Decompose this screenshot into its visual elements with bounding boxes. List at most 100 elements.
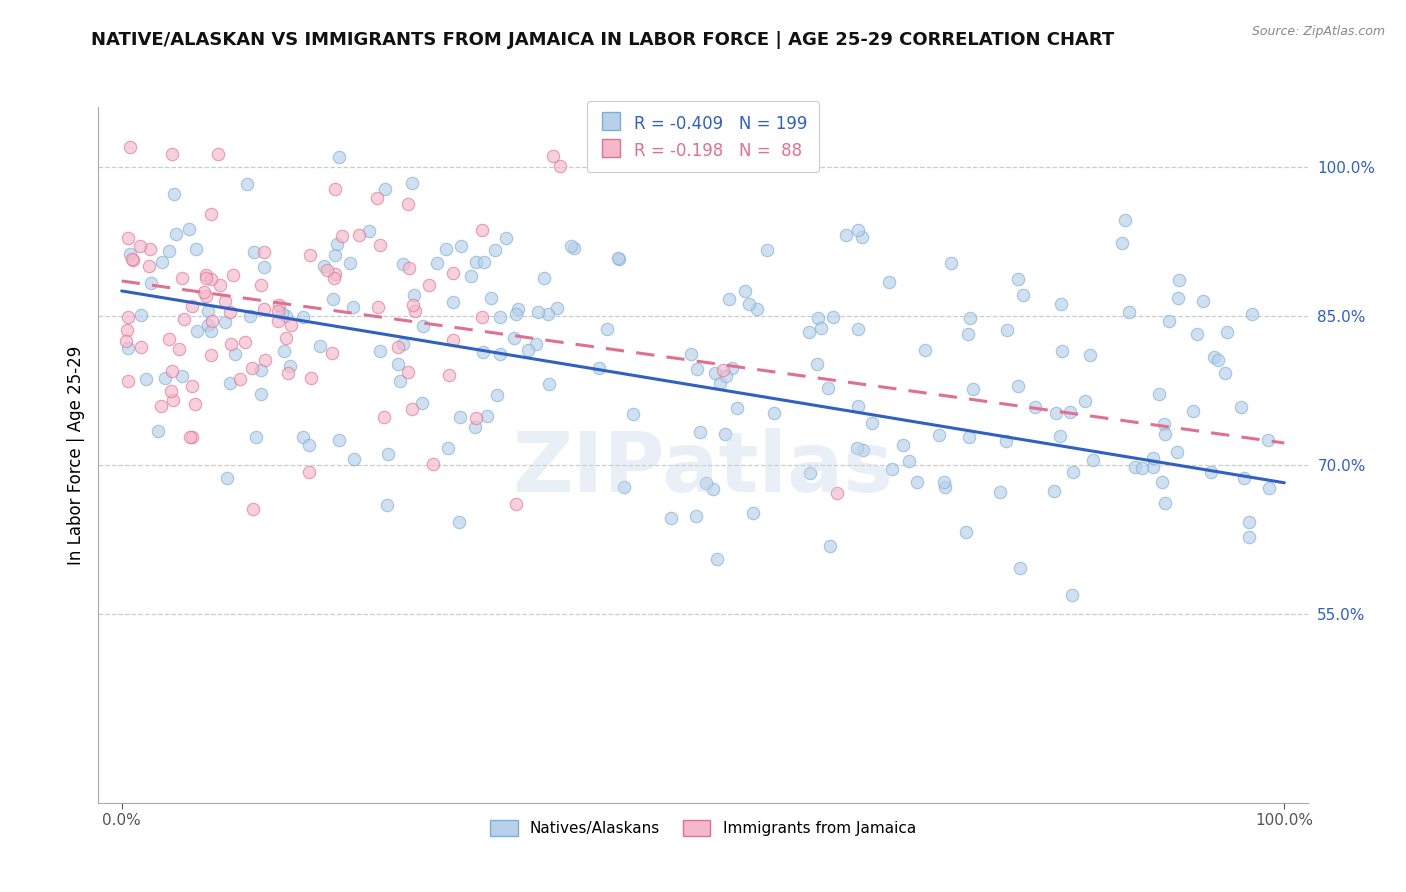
- Point: [441, 334, 464, 348]
- Point: [404, 288, 426, 302]
- Point: [242, 502, 264, 516]
- Point: [186, 324, 208, 338]
- Point: [195, 268, 218, 283]
- Point: [138, 242, 160, 256]
- Point: [273, 344, 295, 359]
- Point: [245, 430, 267, 444]
- Point: [389, 375, 412, 389]
- Point: [181, 379, 204, 393]
- Point: [695, 476, 717, 491]
- Point: [1153, 417, 1175, 432]
- Point: [845, 441, 868, 455]
- Point: [141, 276, 163, 290]
- Point: [441, 294, 464, 309]
- Point: [607, 251, 630, 265]
- Point: [179, 430, 201, 444]
- Point: [343, 452, 366, 467]
- Point: [267, 298, 290, 312]
- Point: [711, 363, 734, 377]
- Point: [817, 381, 839, 395]
- Point: [242, 244, 264, 259]
- Point: [122, 252, 145, 267]
- Point: [180, 299, 202, 313]
- Point: [172, 271, 194, 285]
- Point: [1078, 348, 1101, 362]
- Point: [1045, 405, 1067, 419]
- Point: [401, 177, 423, 191]
- Point: [450, 239, 472, 253]
- Point: [1074, 393, 1097, 408]
- Point: [709, 376, 731, 390]
- Point: [200, 324, 222, 338]
- Point: [357, 224, 380, 238]
- Point: [322, 271, 344, 285]
- Point: [157, 244, 180, 258]
- Point: [820, 539, 842, 553]
- Point: [471, 223, 494, 237]
- Point: [607, 252, 630, 266]
- Point: [806, 357, 828, 371]
- Point: [270, 305, 292, 319]
- Point: [464, 419, 486, 434]
- Point: [734, 284, 756, 298]
- Point: [412, 319, 434, 334]
- Point: [298, 438, 321, 452]
- Point: [193, 285, 215, 299]
- Point: [181, 430, 204, 444]
- Point: [249, 387, 271, 401]
- Point: [995, 434, 1018, 448]
- Point: [367, 300, 389, 314]
- Point: [298, 248, 321, 262]
- Point: [277, 366, 299, 380]
- Point: [679, 347, 702, 361]
- Point: [1049, 428, 1071, 442]
- Point: [562, 241, 585, 255]
- Point: [763, 406, 786, 420]
- Point: [347, 228, 370, 243]
- Point: [1050, 344, 1073, 359]
- Point: [1111, 236, 1133, 251]
- Point: [309, 339, 332, 353]
- Y-axis label: In Labor Force | Age 25-29: In Labor Force | Age 25-29: [66, 345, 84, 565]
- Point: [846, 322, 869, 336]
- Point: [377, 447, 399, 461]
- Point: [488, 310, 510, 324]
- Point: [704, 366, 727, 380]
- Text: ZIPatlas: ZIPatlas: [513, 428, 893, 509]
- Point: [955, 524, 977, 539]
- Point: [162, 393, 184, 408]
- Point: [236, 177, 259, 191]
- Point: [1114, 212, 1136, 227]
- Point: [201, 314, 224, 328]
- Point: [160, 364, 183, 378]
- Point: [200, 272, 222, 286]
- Point: [727, 401, 749, 415]
- Point: [321, 346, 343, 360]
- Point: [366, 191, 388, 205]
- Point: [1153, 427, 1175, 442]
- Point: [1233, 471, 1256, 485]
- Point: [659, 511, 682, 525]
- Point: [810, 320, 832, 334]
- Point: [392, 337, 415, 351]
- Point: [148, 424, 170, 438]
- Point: [160, 147, 183, 161]
- Point: [250, 362, 273, 376]
- Point: [267, 304, 290, 318]
- Point: [222, 268, 245, 282]
- Point: [138, 259, 160, 273]
- Point: [117, 374, 139, 388]
- Point: [184, 242, 207, 256]
- Point: [995, 323, 1018, 337]
- Point: [117, 342, 139, 356]
- Point: [437, 442, 460, 456]
- Point: [165, 227, 187, 241]
- Point: [686, 362, 709, 376]
- Point: [253, 244, 276, 259]
- Point: [720, 361, 742, 376]
- Point: [150, 255, 173, 269]
- Point: [1237, 515, 1260, 529]
- Point: [179, 222, 201, 236]
- Point: [253, 352, 276, 367]
- Point: [315, 263, 337, 277]
